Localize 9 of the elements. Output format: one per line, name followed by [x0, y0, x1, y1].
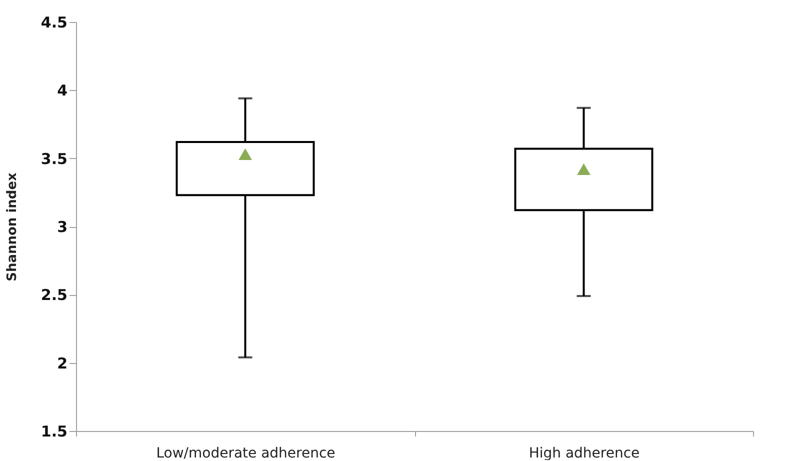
x-tick-label: Low/moderate adherence [156, 446, 336, 461]
y-axis-title: Shannon index [4, 172, 20, 282]
y-tick-label: 1.5 [40, 422, 68, 440]
y-tick-label: 2 [57, 354, 68, 372]
y-tick-label: 3.5 [40, 150, 68, 168]
y-tick-label: 4.5 [40, 14, 68, 32]
y-tick-label: 3 [57, 218, 68, 236]
y-tick-label: 4 [57, 82, 68, 100]
y-tick-label: 2.5 [40, 286, 68, 304]
